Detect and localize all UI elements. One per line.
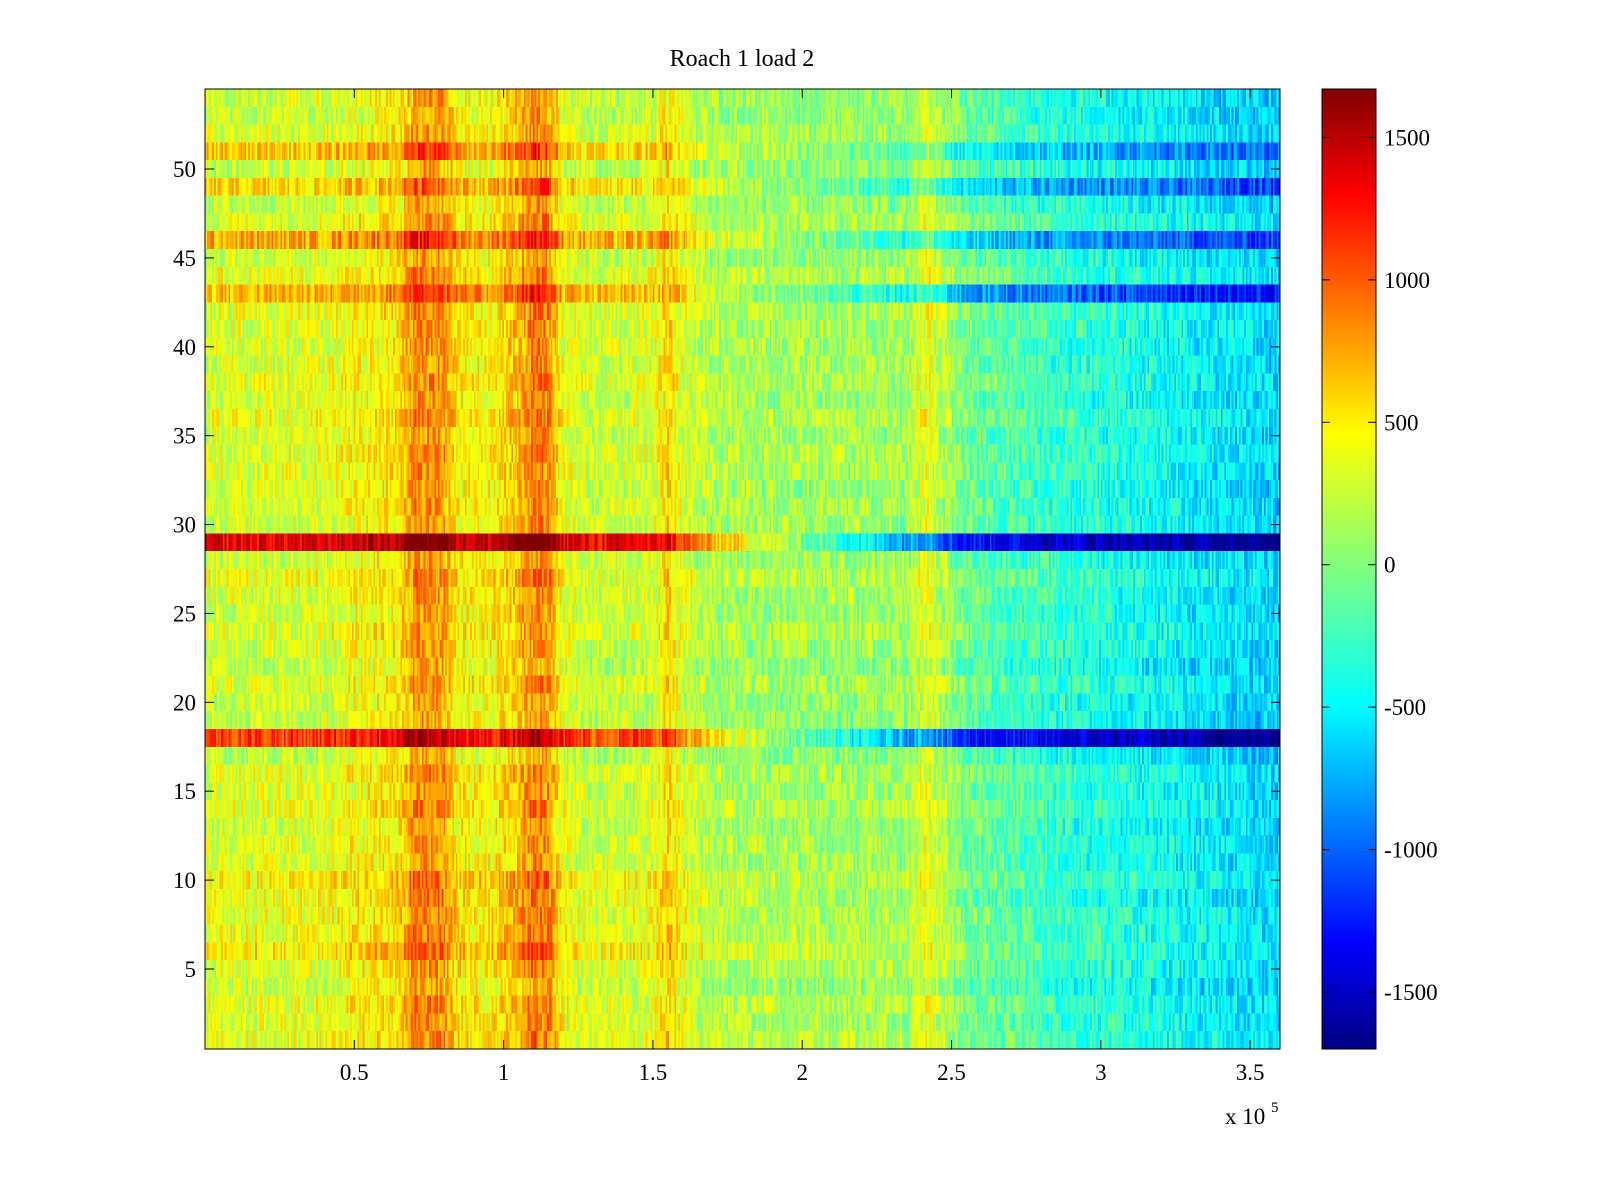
y-tick-label: 15 <box>173 779 196 804</box>
x-tick-label: 0.5 <box>340 1060 369 1085</box>
heatmap-cells <box>205 89 1280 1049</box>
y-tick-label: 30 <box>173 513 196 538</box>
x-multiplier-exponent: 5 <box>1271 1100 1279 1116</box>
y-tick-label: 50 <box>173 157 196 182</box>
y-tick-label: 40 <box>173 335 196 360</box>
colorbar-tick-label: 1000 <box>1384 268 1430 293</box>
x-tick-label: 1 <box>498 1060 510 1085</box>
x-tick-label: 2.5 <box>937 1060 966 1085</box>
x-axis: 0.5 1 1.5 2 2.5 3 3.5 <box>340 89 1265 1085</box>
heatmap-area <box>205 89 1280 1049</box>
colorbar-axis: 1500 1000 500 0 -500 -1000 -1500 <box>1322 125 1438 1005</box>
colorbar-tick-label: -1500 <box>1384 980 1438 1005</box>
y-tick-label: 25 <box>173 601 196 626</box>
colorbar-tick-label: 1500 <box>1384 125 1430 150</box>
y-tick-label: 35 <box>173 424 196 449</box>
colorbar-tick-label: 0 <box>1384 553 1396 578</box>
plot-frame <box>204 88 1281 1050</box>
x-multiplier-prefix: x 10 <box>1225 1104 1265 1129</box>
y-tick-label: 20 <box>173 690 196 715</box>
chart-title: Roach 1 load 2 <box>670 46 815 72</box>
colorbar <box>1321 88 1377 1050</box>
x-axis-multiplier: x 10 5 <box>1225 1100 1279 1129</box>
x-tick-label: 1.5 <box>639 1060 668 1085</box>
colorbar-tick-label: -500 <box>1384 695 1426 720</box>
x-tick-label: 2 <box>796 1060 808 1085</box>
y-tick-label: 45 <box>173 246 196 271</box>
x-tick-label: 3 <box>1095 1060 1107 1085</box>
y-tick-label: 5 <box>185 957 197 982</box>
colorbar-tick-label: 500 <box>1384 410 1419 435</box>
x-tick-label: 3.5 <box>1236 1060 1265 1085</box>
y-tick-label: 10 <box>173 868 196 893</box>
colorbar-tick-label: -1000 <box>1384 838 1438 863</box>
y-axis: 5 10 15 20 25 30 35 40 45 50 <box>173 157 1280 982</box>
